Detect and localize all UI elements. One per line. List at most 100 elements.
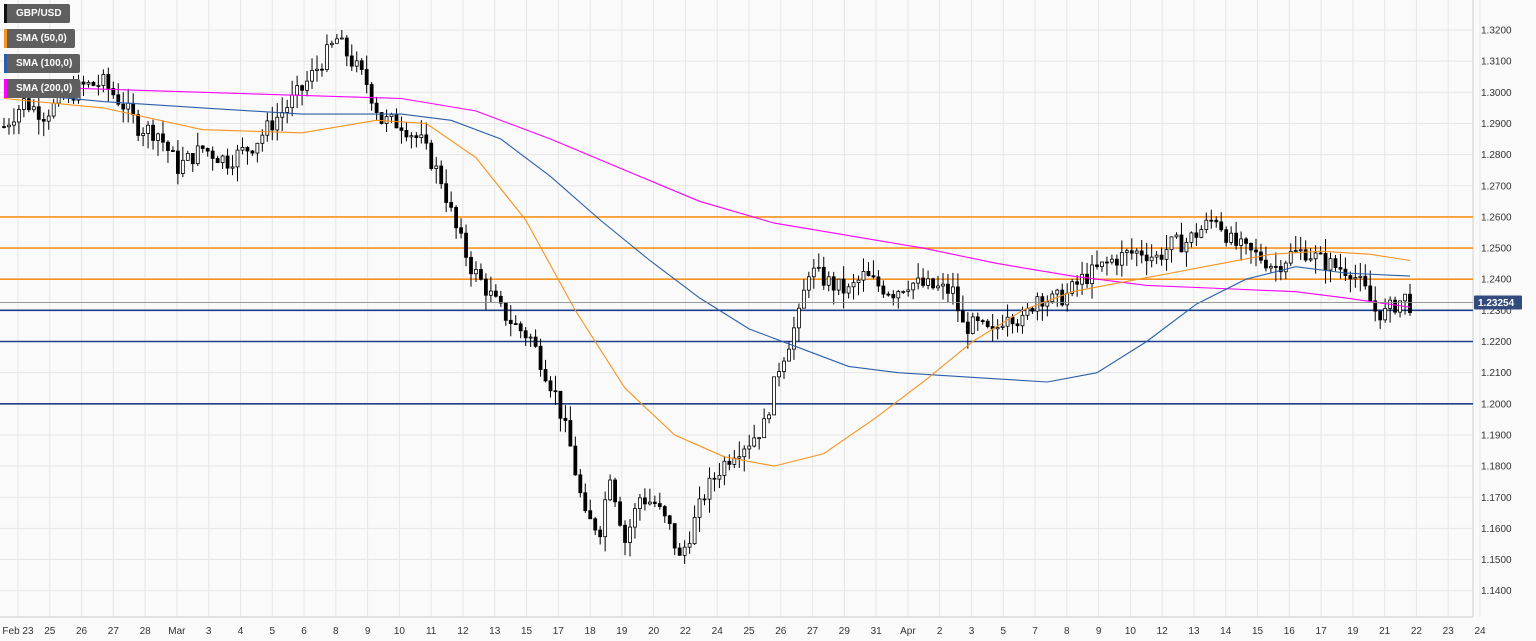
candle-body bbox=[816, 266, 821, 269]
candle-body bbox=[563, 417, 568, 421]
candle-body bbox=[305, 80, 309, 91]
x-tick-label: 2 bbox=[937, 626, 943, 637]
candle-body bbox=[1318, 252, 1323, 255]
candle-body bbox=[1353, 277, 1358, 280]
candle-body bbox=[205, 148, 210, 152]
candle-body bbox=[692, 516, 697, 545]
candle-body bbox=[419, 134, 424, 139]
candle-body bbox=[623, 524, 627, 543]
candle-body bbox=[826, 276, 831, 286]
x-tick-label: 6 bbox=[301, 626, 307, 637]
x-tick-label: 4 bbox=[238, 626, 244, 637]
x-tick-label: 19 bbox=[1347, 626, 1359, 637]
candle-body bbox=[1363, 275, 1368, 287]
candle-body bbox=[533, 336, 538, 347]
x-tick-label: 7 bbox=[1032, 626, 1038, 637]
candle-body bbox=[320, 68, 324, 71]
y-tick-label: 1.1400 bbox=[1481, 586, 1512, 597]
candle-body bbox=[1229, 232, 1234, 243]
candle-body bbox=[1129, 250, 1134, 254]
candle-body bbox=[141, 133, 145, 136]
candle-body bbox=[1244, 238, 1248, 244]
candle-body bbox=[315, 68, 319, 71]
x-tick-label: Feb 23 bbox=[2, 626, 34, 637]
candle-body bbox=[424, 134, 429, 144]
candle-body bbox=[1015, 323, 1020, 327]
candle-body bbox=[464, 232, 468, 258]
candle-body bbox=[1288, 250, 1293, 264]
candle-body bbox=[245, 147, 250, 152]
candle-body bbox=[558, 390, 563, 419]
y-tick-label: 1.2700 bbox=[1481, 181, 1512, 192]
candle-body bbox=[339, 37, 344, 40]
candle-body bbox=[454, 206, 458, 229]
candle-body bbox=[1119, 252, 1124, 266]
candle-body bbox=[717, 474, 722, 480]
x-tick-label: 19 bbox=[616, 626, 628, 637]
candle-body bbox=[628, 526, 632, 543]
plot-area bbox=[0, 0, 1473, 617]
candle-body bbox=[737, 456, 742, 459]
y-tick-label: 1.2800 bbox=[1481, 150, 1512, 161]
y-tick-label: 1.2900 bbox=[1481, 119, 1512, 130]
x-tick-label: 28 bbox=[140, 626, 152, 637]
candle-body bbox=[1030, 308, 1035, 312]
x-tick-label: 8 bbox=[1064, 626, 1070, 637]
y-tick-label: 1.2000 bbox=[1481, 399, 1512, 410]
candle-body bbox=[41, 118, 46, 122]
sma-50-line bbox=[3, 97, 1411, 467]
candle-body bbox=[767, 414, 771, 420]
x-tick-label: 16 bbox=[1284, 626, 1296, 637]
candle-body bbox=[573, 445, 578, 476]
candle-body bbox=[652, 501, 657, 504]
current-price-tag bbox=[1474, 295, 1522, 310]
x-tick-label: 12 bbox=[1157, 626, 1169, 637]
candle-body bbox=[1368, 285, 1373, 302]
candle-body bbox=[841, 278, 846, 294]
candle-body bbox=[503, 302, 508, 321]
candle-body bbox=[1184, 241, 1189, 253]
candle-body bbox=[1110, 258, 1114, 263]
candle-body bbox=[26, 98, 31, 111]
candle-body bbox=[1313, 252, 1318, 260]
x-tick-label: Mar bbox=[168, 626, 186, 637]
x-tick-label: 24 bbox=[1474, 626, 1486, 637]
candle-body bbox=[677, 547, 682, 556]
candle-body bbox=[359, 60, 364, 70]
candle-body bbox=[330, 42, 334, 46]
candle-body bbox=[1100, 261, 1104, 267]
candle-body bbox=[1383, 308, 1388, 321]
candle-body bbox=[449, 202, 454, 208]
sma-200-line bbox=[3, 85, 1411, 308]
candle-body bbox=[86, 82, 91, 85]
candle-body bbox=[513, 323, 518, 325]
candle-body bbox=[1348, 275, 1353, 280]
candle-body bbox=[906, 289, 911, 292]
candle-body bbox=[1224, 229, 1229, 243]
candle-body bbox=[667, 515, 672, 524]
x-tick-label: 3 bbox=[206, 626, 212, 637]
candle-body bbox=[12, 121, 16, 126]
candle-body bbox=[1219, 221, 1224, 231]
x-tick-label: 17 bbox=[1316, 626, 1328, 637]
x-tick-label: 22 bbox=[1411, 626, 1423, 637]
candle-body bbox=[508, 319, 513, 324]
candle-body bbox=[161, 133, 165, 143]
x-tick-label: 22 bbox=[680, 626, 692, 637]
x-tick-label: 5 bbox=[269, 626, 275, 637]
candle-body bbox=[46, 115, 51, 122]
candle-body bbox=[608, 479, 613, 501]
candle-body bbox=[484, 278, 488, 296]
x-tick-label: 27 bbox=[108, 626, 120, 637]
candle-body bbox=[17, 109, 21, 123]
candle-body bbox=[106, 74, 111, 89]
candle-body bbox=[1293, 250, 1298, 252]
candle-body bbox=[81, 81, 86, 85]
candle-body bbox=[1239, 238, 1243, 246]
candle-body bbox=[126, 102, 131, 110]
candle-body bbox=[856, 279, 861, 284]
candle-body bbox=[672, 523, 677, 549]
y-tick-label: 1.1500 bbox=[1481, 555, 1512, 566]
candle-body bbox=[876, 276, 881, 287]
candle-body bbox=[836, 278, 841, 291]
